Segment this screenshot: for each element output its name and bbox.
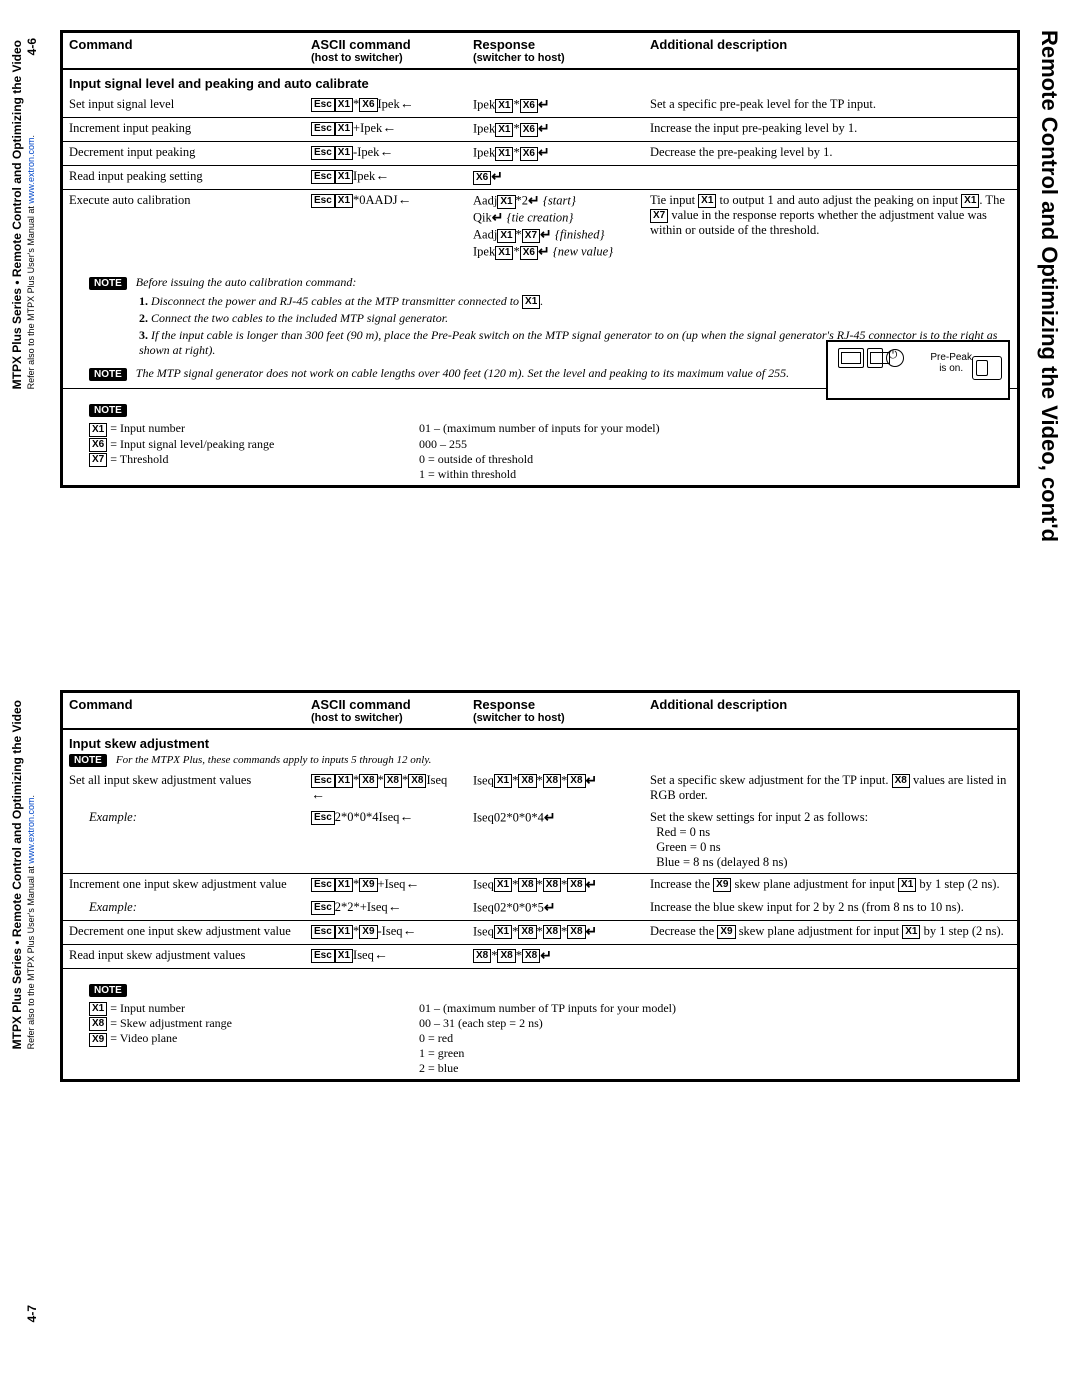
power-icon: [886, 349, 904, 367]
table-row: Decrement one input skew adjustment valu…: [62, 921, 1019, 945]
rj45-icon: [838, 348, 864, 368]
note-badge: NOTE: [89, 277, 127, 290]
page-2: MTPX Plus Series • Remote Control and Op…: [0, 660, 1080, 1360]
table-row: Decrement input peaking EscX1-Ipek← Ipek…: [62, 142, 1019, 166]
left-margin-text: MTPX Plus Series • Remote Control and Op…: [10, 700, 38, 1049]
legend-block: NOTE X1 = Input number 01 – (maximum num…: [89, 402, 1011, 482]
table-row: Read input peaking setting EscX1Ipek← X6…: [62, 166, 1019, 190]
page-number: 4-7: [25, 1305, 39, 1322]
page-1: 4-6 MTPX Plus Series • Remote Control an…: [0, 0, 1080, 660]
table-header: Command ASCII command(host to switcher) …: [62, 32, 1019, 70]
left-margin-text: MTPX Plus Series • Remote Control and Op…: [10, 40, 38, 389]
table-row: Set input signal level EscX1*X6Ipek← Ipe…: [62, 94, 1019, 118]
note-badge: NOTE: [89, 984, 127, 997]
table-row: Read input skew adjustment values EscX1I…: [62, 945, 1019, 969]
table-row: Example: Esc2*2*+Iseq← Iseq02*0*0*5↵ Inc…: [62, 897, 1019, 921]
right-title: Remote Control and Optimizing the Video,…: [1036, 30, 1062, 542]
table-row: Increment input peaking EscX1+Ipek← Ipek…: [62, 118, 1019, 142]
section-heading: Input signal level and peaking and auto …: [62, 69, 1019, 94]
prepeak-diagram: Pre-Peakis on.: [826, 340, 1010, 400]
switch-icon: [972, 356, 1002, 380]
note-badge: NOTE: [89, 404, 127, 417]
table-header: Command ASCII command(host to switcher) …: [62, 692, 1019, 730]
table-row: Example: Esc2*0*0*4Iseq← Iseq02*0*0*4↵ S…: [62, 807, 1019, 874]
command-table-1: Command ASCII command(host to switcher) …: [60, 30, 1020, 488]
note-block: NOTE Before issuing the auto calibration…: [89, 275, 1011, 290]
legend-block: NOTE X1 = Input number 01 – (maximum num…: [89, 982, 1011, 1077]
table-row: Execute auto calibration EscX1*0AADJ← Aa…: [62, 190, 1019, 264]
note-badge: NOTE: [89, 368, 127, 381]
table-row: Increment one input skew adjustment valu…: [62, 874, 1019, 897]
rj45-icon: [867, 348, 883, 368]
command-table-2: Command ASCII command(host to switcher) …: [60, 690, 1020, 1082]
table-row: Set all input skew adjustment values Esc…: [62, 770, 1019, 807]
section-heading: Input skew adjustment NOTE For the MTPX …: [62, 729, 1019, 770]
note-badge: NOTE: [69, 754, 107, 767]
